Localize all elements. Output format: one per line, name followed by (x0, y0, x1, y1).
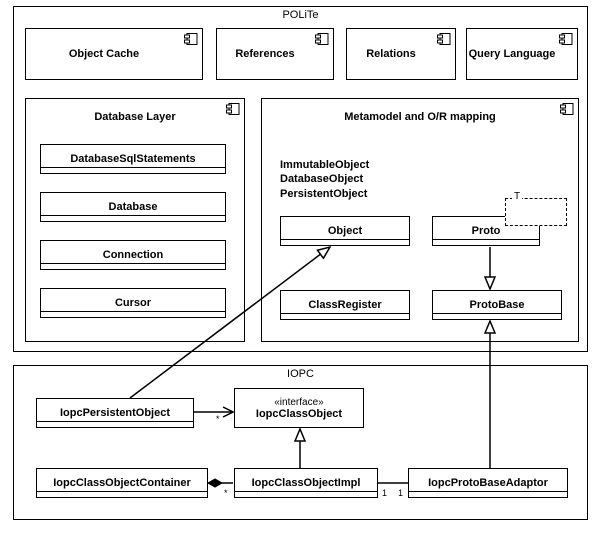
class-iopc-classobj-label: IopcClassObject (256, 408, 342, 420)
component-icon (559, 33, 573, 45)
class-object-label: Object (328, 225, 362, 237)
class-proto-label: Proto (472, 225, 501, 237)
class-cursor: Cursor (40, 288, 226, 318)
component-icon (184, 33, 198, 45)
class-db-sql: DatabaseSqlStatements (40, 144, 226, 174)
class-class-register-label: ClassRegister (308, 299, 381, 311)
class-database-label: Database (109, 201, 158, 213)
component-relations-label: Relations (347, 48, 435, 60)
stack-label-3: PersistentObject (280, 187, 369, 201)
class-iopc-impl-label: IopcClassObjectImpl (252, 477, 361, 489)
class-iopc-classobj-stereo: «interface» (274, 397, 323, 408)
class-iopc-container-label: IopcClassObjectContainer (53, 477, 191, 489)
class-iopc-persistent-label: IopcPersistentObject (60, 407, 170, 419)
package-polite-title: POLiTe (14, 9, 587, 21)
package-iopc-title: IOPC (14, 368, 587, 380)
class-object: Object (280, 216, 410, 246)
class-database: Database (40, 192, 226, 222)
mult-one-b: 1 (398, 488, 403, 498)
component-query-language: Query Language (466, 28, 578, 80)
mult-one-a: 1 (382, 488, 387, 498)
stack-label-2: DatabaseObject (280, 172, 369, 186)
mult-star-1: * (216, 414, 220, 424)
class-proto-base-label: ProtoBase (469, 299, 524, 311)
class-proto-base: ProtoBase (432, 290, 562, 320)
mult-star-2: * (224, 488, 228, 498)
stack-labels: ImmutableObject DatabaseObject Persisten… (280, 158, 369, 201)
template-param-box: T (505, 198, 567, 226)
template-param-label: T (512, 191, 522, 202)
class-iopc-impl: IopcClassObjectImpl (234, 468, 378, 498)
component-icon (437, 33, 451, 45)
component-object-cache: Object Cache (25, 28, 203, 80)
class-iopc-adaptor: IopcProtoBaseAdaptor (408, 468, 568, 498)
class-db-sql-label: DatabaseSqlStatements (70, 153, 195, 165)
class-connection: Connection (40, 240, 226, 270)
class-class-register: ClassRegister (280, 290, 410, 320)
component-references-label: References (217, 48, 313, 60)
component-query-language-label: Query Language (467, 48, 557, 60)
class-iopc-persistent: IopcPersistentObject (36, 398, 194, 428)
component-references: References (216, 28, 334, 80)
component-object-cache-label: Object Cache (26, 48, 182, 60)
class-iopc-adaptor-label: IopcProtoBaseAdaptor (428, 477, 548, 489)
class-cursor-label: Cursor (115, 297, 151, 309)
component-db-layer-title: Database Layer (26, 111, 244, 123)
class-iopc-classobj: «interface» IopcClassObject (234, 388, 364, 428)
component-icon (315, 33, 329, 45)
diagram-canvas: POLiTe Object Cache References Relations… (0, 0, 600, 533)
class-iopc-container: IopcClassObjectContainer (36, 468, 208, 498)
class-connection-label: Connection (103, 249, 164, 261)
component-relations: Relations (346, 28, 456, 80)
stack-label-1: ImmutableObject (280, 158, 369, 172)
component-metamodel-title: Metamodel and O/R mapping (262, 111, 578, 123)
